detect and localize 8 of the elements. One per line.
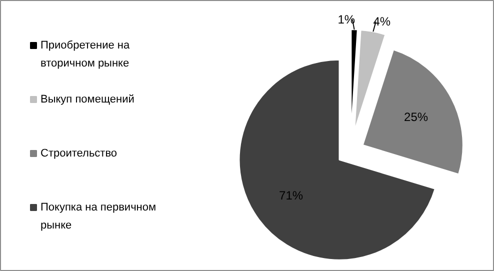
legend-label: Покупка на первичном рынке <box>40 202 156 232</box>
legend-label: Выкуп помещений <box>40 94 134 106</box>
data-label: 71% <box>279 188 304 203</box>
data-label: 25% <box>404 110 428 124</box>
legend-label: Приобретение на вторичном рынке <box>40 40 130 70</box>
data-label: 4% <box>373 14 391 29</box>
data-label: 1% <box>338 12 356 27</box>
legend-label: Строительство <box>40 148 118 160</box>
